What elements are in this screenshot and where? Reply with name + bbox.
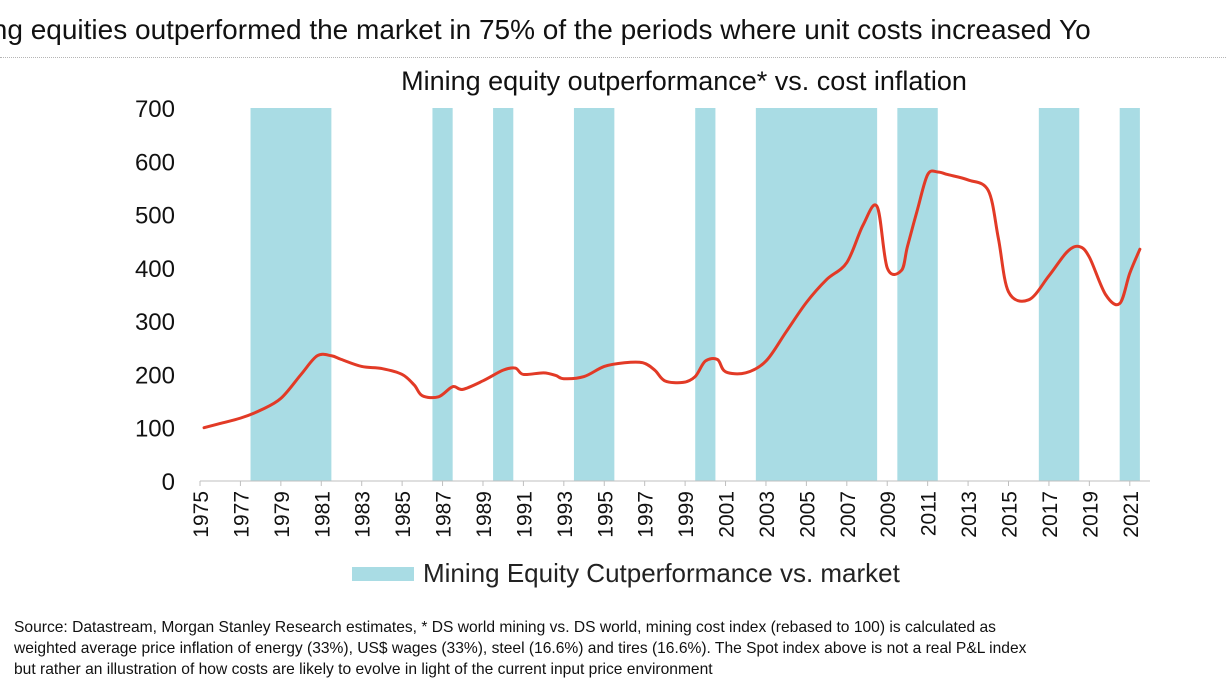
y-tick-label: 700 xyxy=(135,96,175,123)
y-tick-label: 300 xyxy=(135,309,175,336)
x-axis-ticks: 1975 1977 1979 1981 1983 1985 1987 1989 1991 1993… xyxy=(190,481,1143,538)
y-tick-label: 0 xyxy=(162,469,175,496)
outperformance-band xyxy=(897,108,938,481)
chart-title: Mining equity outperformance* vs. cost i… xyxy=(401,66,967,96)
source-line: weighted average price inflation of ener… xyxy=(14,640,1027,657)
headline-divider xyxy=(0,57,1226,58)
y-tick-label: 200 xyxy=(135,362,175,389)
source-line: but rather an illustration of how costs … xyxy=(14,661,713,678)
x-tick-label: 1989 xyxy=(473,491,496,538)
y-tick-label: 100 xyxy=(135,416,175,443)
x-tick-label: 2015 xyxy=(999,491,1022,538)
outperformance-band xyxy=(432,108,453,481)
x-tick-label: 1993 xyxy=(554,491,577,538)
x-tick-label: 1981 xyxy=(311,491,334,538)
x-tick-label: 2021 xyxy=(1120,491,1143,538)
x-tick-label: 2017 xyxy=(1039,491,1062,538)
source-line: Source: Datastream, Morgan Stanley Resea… xyxy=(14,619,996,636)
x-tick-label: 2019 xyxy=(1079,491,1102,538)
outperformance-band xyxy=(573,108,615,481)
x-tick-label: 2013 xyxy=(958,491,981,538)
y-tick-label: 600 xyxy=(135,149,175,176)
outperformance-band xyxy=(755,108,878,481)
x-tick-label: 2001 xyxy=(716,491,739,538)
x-tick-label: 1987 xyxy=(433,491,456,538)
x-tick-label: 2005 xyxy=(796,491,819,538)
x-tick-label: 1979 xyxy=(271,491,294,538)
x-tick-label: 1999 xyxy=(675,491,698,538)
legend-swatch xyxy=(352,566,414,581)
x-tick-label: 1991 xyxy=(513,491,536,538)
x-tick-label: 2011 xyxy=(918,491,941,536)
x-tick-label: 2009 xyxy=(877,491,900,538)
outperformance-band xyxy=(695,108,716,481)
x-tick-label: 1983 xyxy=(352,491,375,538)
chart-legend: Mining Equity Cutperformance vs. market xyxy=(352,558,900,589)
x-tick-label: 1995 xyxy=(594,491,617,538)
x-tick-label: 1985 xyxy=(392,491,415,538)
y-axis-ticks: 0 100 200 300 400 500 600 700 xyxy=(135,96,175,496)
outperformance-band xyxy=(493,108,514,481)
source-note: Source: Datastream, Morgan Stanley Resea… xyxy=(14,617,1226,680)
page-headline: ning equities outperformed the market in… xyxy=(0,14,1091,45)
x-tick-label: 1975 xyxy=(190,491,213,538)
legend-label: Mining Equity Cutperformance vs. market xyxy=(423,558,900,588)
x-tick-label: 1977 xyxy=(230,491,253,538)
x-tick-label: 2007 xyxy=(837,491,860,538)
y-tick-label: 400 xyxy=(135,256,175,283)
outperformance-band xyxy=(1038,108,1080,481)
series-line xyxy=(202,169,1142,430)
outperformance-band xyxy=(250,108,332,481)
y-tick-label: 500 xyxy=(135,203,175,230)
outperformance-band xyxy=(1119,108,1140,481)
x-tick-label: 2003 xyxy=(756,491,779,538)
x-tick-label: 1997 xyxy=(635,491,658,538)
outperformance-bands xyxy=(250,108,1140,481)
